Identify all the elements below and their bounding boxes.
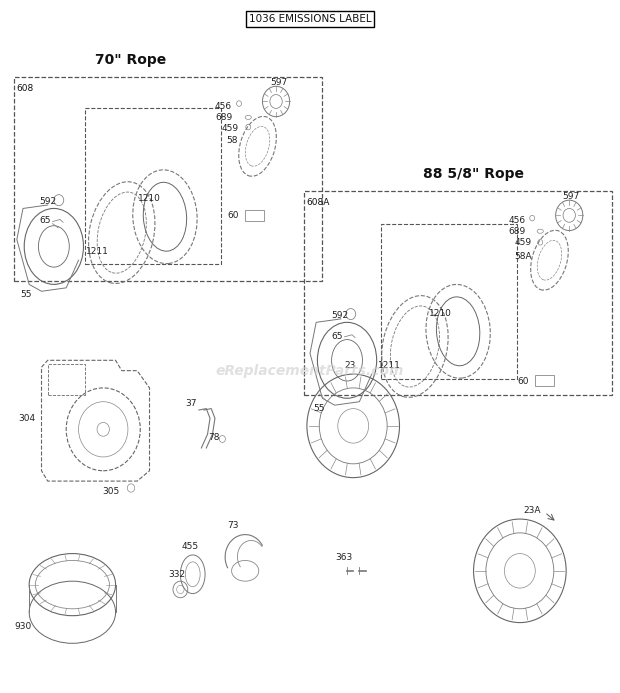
Text: 60: 60 (227, 211, 239, 220)
Text: 592: 592 (332, 311, 348, 320)
Text: eReplacementParts.com: eReplacementParts.com (216, 364, 404, 378)
Text: 608A: 608A (306, 198, 330, 207)
Text: 58A: 58A (514, 252, 532, 261)
Text: 455: 455 (181, 542, 198, 551)
Text: 332: 332 (169, 570, 186, 579)
Text: 55: 55 (313, 404, 325, 413)
Text: 1210: 1210 (430, 309, 452, 318)
Text: 689: 689 (508, 227, 525, 236)
Text: 88 5/8" Rope: 88 5/8" Rope (423, 167, 524, 181)
Text: 930: 930 (14, 622, 32, 631)
Text: 689: 689 (215, 113, 232, 122)
Text: 60: 60 (517, 376, 529, 385)
Text: 23A: 23A (523, 506, 541, 515)
Text: 70" Rope: 70" Rope (95, 53, 167, 67)
Text: 65: 65 (332, 332, 343, 341)
Text: 456: 456 (508, 216, 525, 225)
Text: 608: 608 (16, 85, 33, 94)
Text: 1210: 1210 (138, 193, 161, 202)
Text: 305: 305 (103, 487, 120, 496)
Text: 459: 459 (515, 238, 531, 247)
Text: 1036 EMISSIONS LABEL: 1036 EMISSIONS LABEL (249, 14, 371, 24)
Text: 597: 597 (270, 78, 288, 87)
Text: 1211: 1211 (86, 247, 108, 256)
Text: 363: 363 (335, 552, 353, 561)
Text: 58: 58 (226, 137, 237, 146)
Text: 23: 23 (345, 360, 356, 369)
Text: 37: 37 (186, 398, 197, 407)
Text: 456: 456 (215, 102, 232, 111)
Text: 459: 459 (221, 124, 238, 133)
Text: 73: 73 (227, 521, 239, 530)
Text: 1211: 1211 (378, 361, 401, 370)
Text: 65: 65 (40, 216, 51, 225)
Text: 55: 55 (20, 290, 32, 299)
Bar (48, 364, 85, 395)
Text: 78: 78 (208, 433, 220, 442)
Text: 304: 304 (18, 414, 35, 423)
Text: 597: 597 (562, 191, 579, 200)
Text: 592: 592 (40, 197, 57, 206)
